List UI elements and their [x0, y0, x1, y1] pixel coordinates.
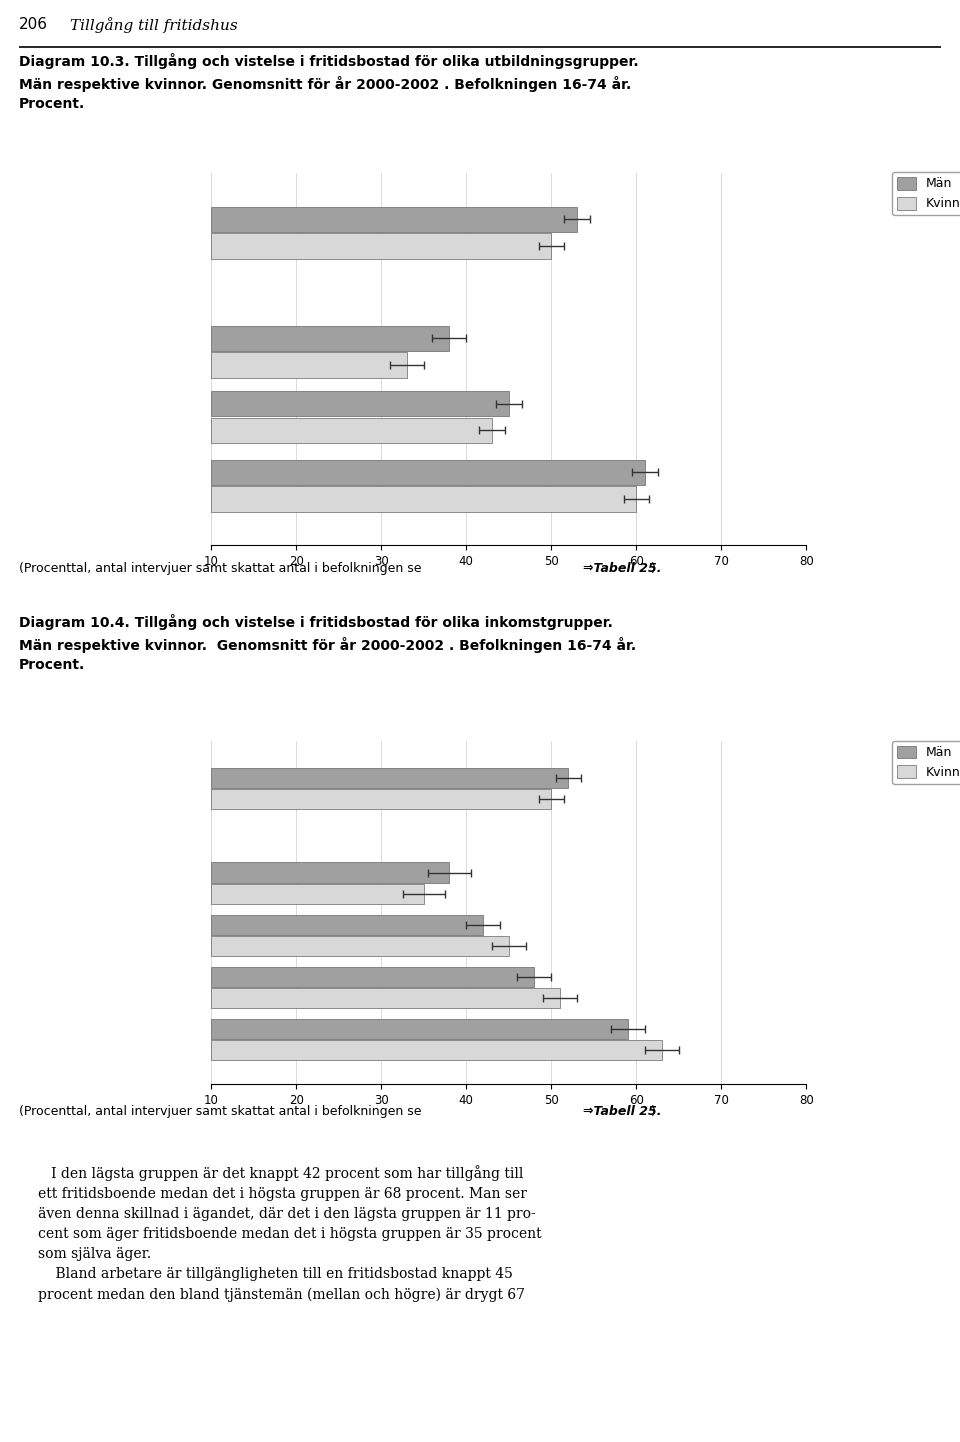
Text: ⇒Tabell 25.: ⇒Tabell 25.	[584, 1105, 661, 1118]
Legend: Män, Kvinnor: Män, Kvinnor	[893, 741, 960, 784]
Bar	[211, 352, 407, 378]
Text: 206: 206	[19, 17, 48, 32]
Text: ): )	[652, 562, 657, 575]
Text: Diagram 10.3. Tillgång och vistelse i fritidsbostad för olika utbildningsgrupper: Diagram 10.3. Tillgång och vistelse i fr…	[19, 53, 638, 111]
Bar	[211, 936, 509, 956]
Bar	[211, 988, 560, 1008]
Bar	[211, 460, 645, 485]
Bar	[211, 789, 551, 809]
Bar	[211, 862, 449, 883]
Bar	[211, 1040, 661, 1060]
Bar	[211, 884, 423, 904]
Text: Tillgång till fritidshus: Tillgång till fritidshus	[70, 17, 238, 33]
Text: (Procenttal, antal intervjuer samt skattat antal i befolkningen se: (Procenttal, antal intervjuer samt skatt…	[19, 562, 425, 575]
Legend: Män, Kvinnor: Män, Kvinnor	[893, 172, 960, 215]
Bar	[211, 966, 535, 986]
Text: Diagram 10.4. Tillgång och vistelse i fritidsbostad för olika inkomstgrupper.
Mä: Diagram 10.4. Tillgång och vistelse i fr…	[19, 614, 636, 672]
Bar	[211, 234, 551, 258]
Bar	[211, 914, 483, 934]
Bar	[211, 391, 509, 417]
Text: (Procenttal, antal intervjuer samt skattat antal i befolkningen se: (Procenttal, antal intervjuer samt skatt…	[19, 1105, 425, 1118]
Bar	[211, 767, 568, 787]
Text: I den lägsta gruppen är det knappt 42 procent som har tillgång till
ett fritidsb: I den lägsta gruppen är det knappt 42 pr…	[37, 1165, 541, 1302]
Bar	[211, 206, 577, 232]
Text: ⇒Tabell 25.: ⇒Tabell 25.	[584, 562, 661, 575]
Bar	[211, 486, 636, 512]
Bar	[211, 418, 492, 443]
Bar	[211, 326, 449, 350]
Text: ): )	[652, 1105, 657, 1118]
Bar	[211, 1018, 628, 1038]
